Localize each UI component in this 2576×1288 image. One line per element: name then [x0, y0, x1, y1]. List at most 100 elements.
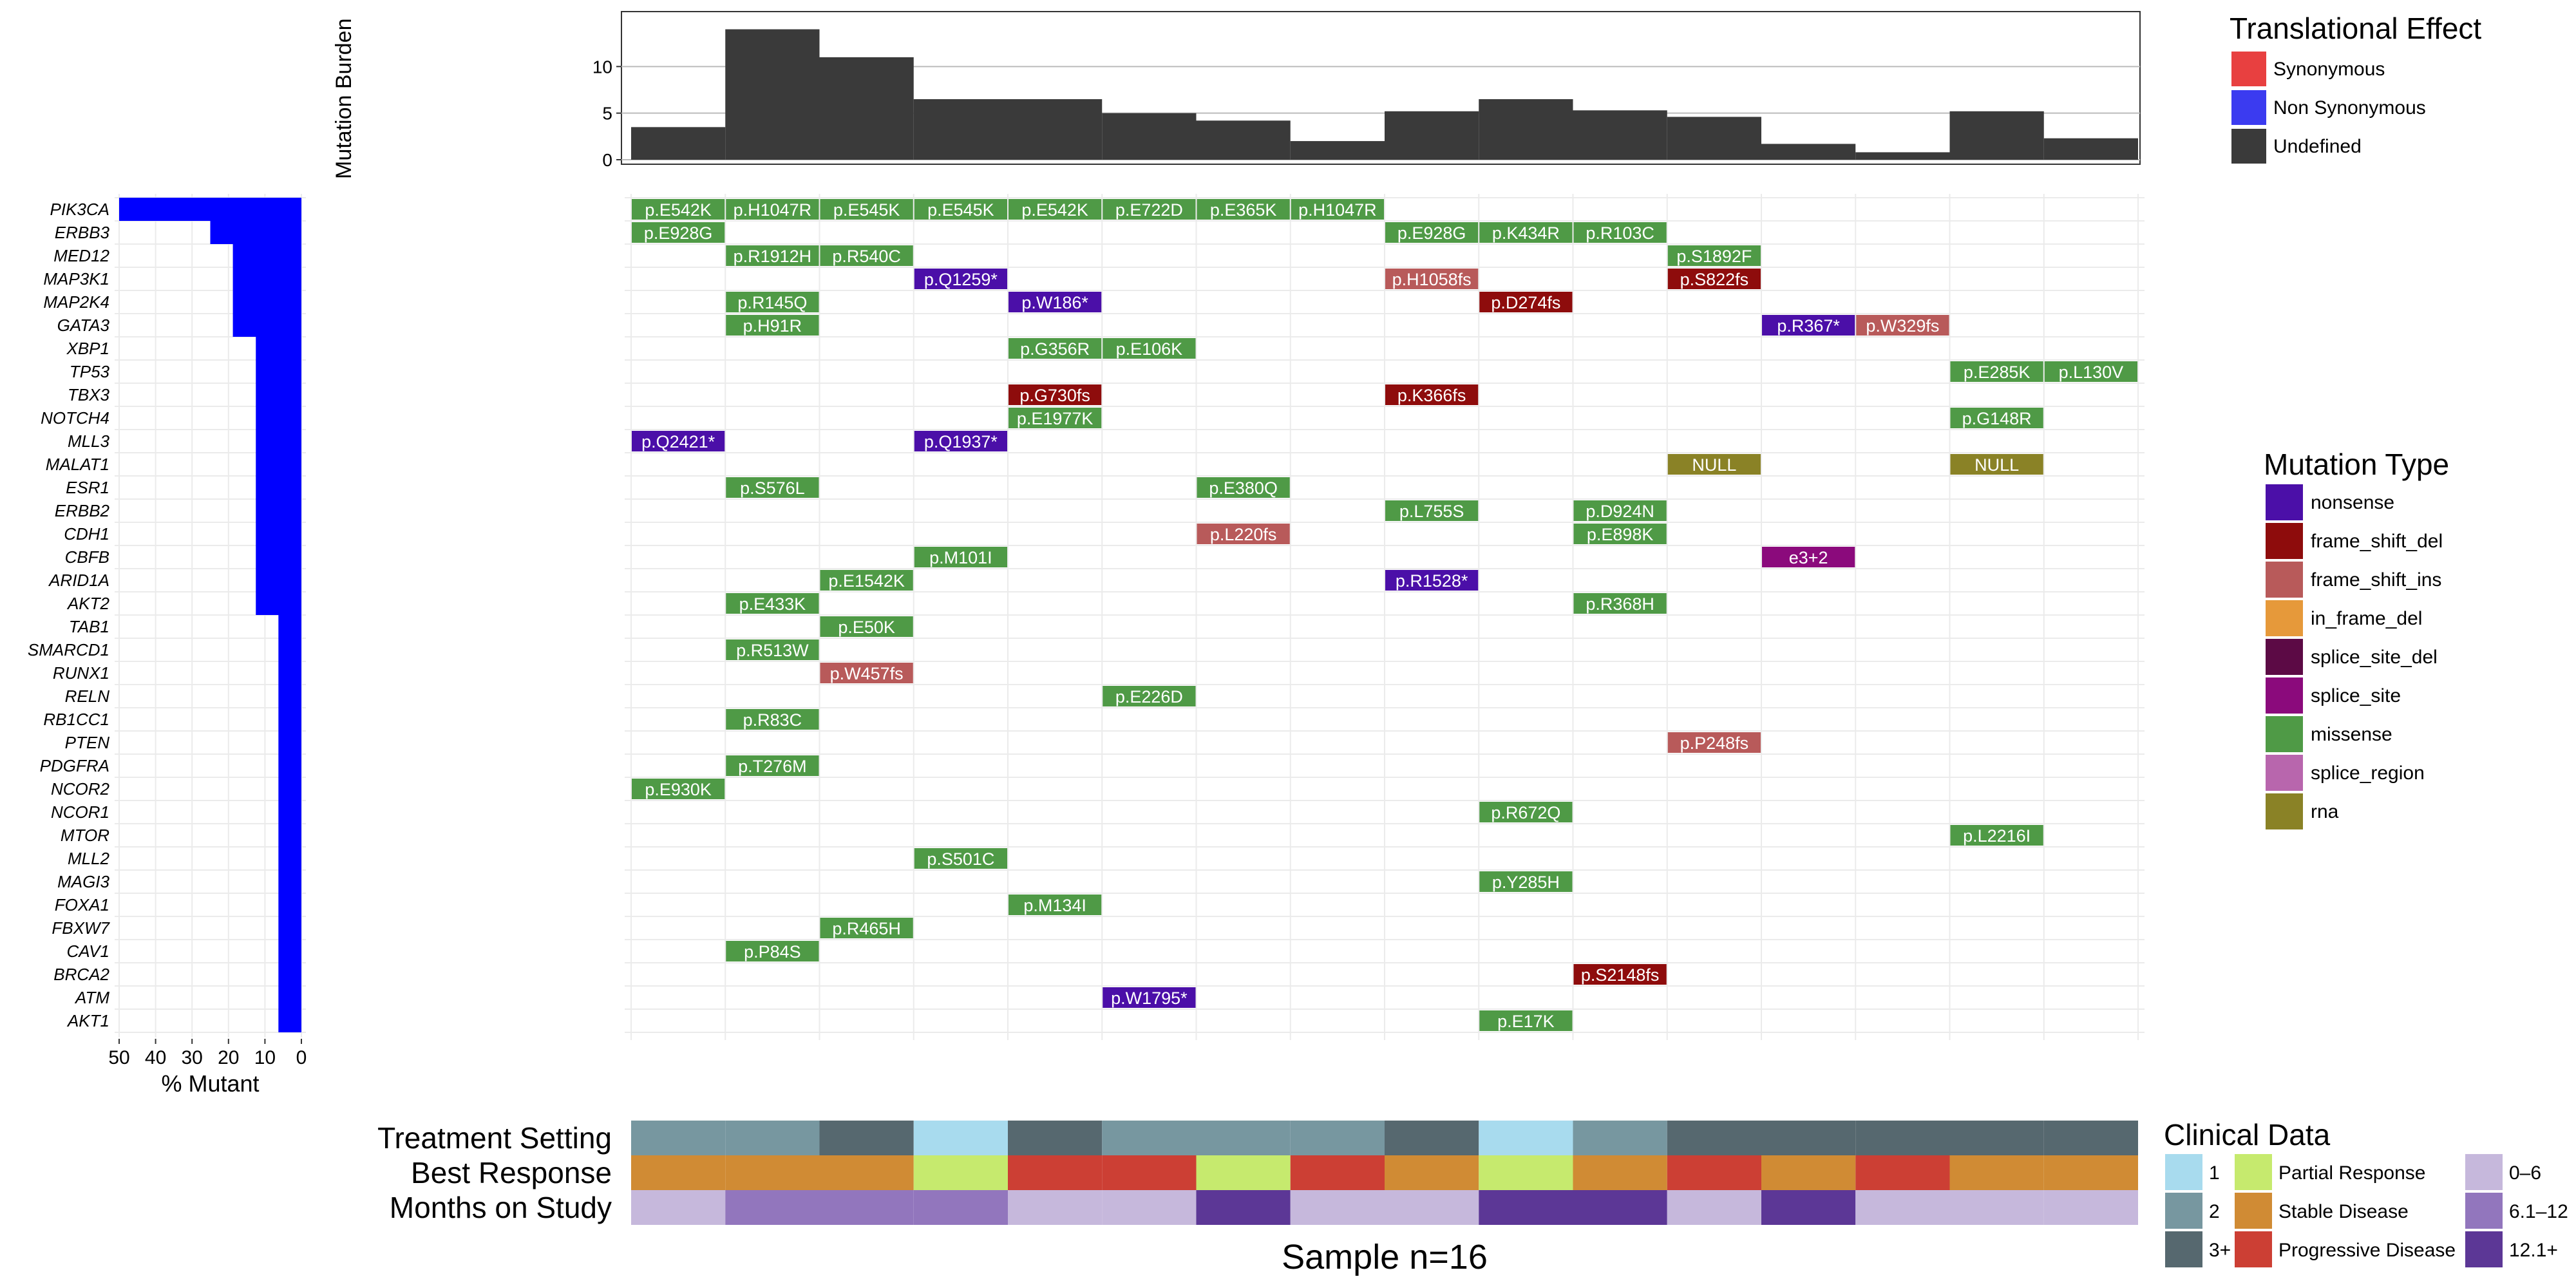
mutation-cell-nonsense	[914, 431, 1007, 451]
mutant-bar	[256, 453, 301, 476]
clinical-cell	[631, 1190, 726, 1225]
clinical-cell	[1290, 1190, 1385, 1225]
mutation-cell-nonsense	[1762, 315, 1855, 336]
burden-bar	[1855, 152, 1950, 160]
burden-axis-label: Mutation Burden	[332, 19, 356, 180]
percent-mutant-panel: 50 40 30 20 10 0 % Mutant	[108, 194, 307, 1097]
clinical-cell	[1196, 1121, 1291, 1155]
mutation-label: p.E365K	[1210, 200, 1277, 220]
mutation-label: p.S2148fs	[1581, 965, 1660, 985]
gene-label: ATM	[74, 988, 109, 1007]
burden-bar	[819, 57, 914, 160]
burden-bar	[1008, 99, 1103, 160]
mutation-type-swatch	[2266, 639, 2303, 675]
mutation-type-swatch	[2266, 716, 2303, 752]
mutation-cell-rna	[1950, 454, 2043, 475]
mutation-type-legend-label: frame_shift_ins	[2311, 569, 2441, 591]
mutant-bar	[232, 290, 301, 314]
mutation-cell-missense	[820, 570, 913, 591]
clinical-cell	[819, 1190, 914, 1225]
mutation-label: p.P84S	[744, 942, 801, 961]
mutant-bar	[278, 731, 301, 754]
clinical-cell	[1949, 1155, 2044, 1190]
mutation-type-legend-label: frame_shift_del	[2311, 531, 2443, 552]
mutation-cell-missense	[820, 199, 913, 220]
gene-label: GATA3	[57, 316, 110, 335]
burden-bar	[1667, 117, 1761, 160]
clinical-cell	[2043, 1121, 2138, 1155]
mutation-label: p.R672Q	[1491, 803, 1560, 822]
mutation-cell-rna	[1667, 454, 1761, 475]
mutant-bar	[278, 708, 301, 731]
burden-tick-label: 0	[602, 150, 612, 170]
mutant-bar	[256, 545, 301, 569]
clinical-cell	[1667, 1121, 1761, 1155]
gene-label: CAV1	[67, 942, 110, 961]
mutation-label: p.W1795*	[1111, 989, 1188, 1008]
mutant-bar	[119, 198, 301, 221]
mutation-type-swatch	[2266, 523, 2303, 559]
mutation-type-legend-title: Mutation Type	[2264, 448, 2449, 481]
clinical-cell	[1479, 1155, 1573, 1190]
mutation-label: p.E50K	[838, 618, 895, 637]
mutation-label: p.E1542K	[828, 571, 905, 591]
clinical-cell	[1667, 1190, 1761, 1225]
mutation-cell-missense	[1950, 361, 2043, 382]
burden-bar	[1573, 110, 1667, 160]
mutation-label: p.R513W	[736, 641, 809, 660]
mutation-cell-frame_shift_ins	[1856, 315, 1949, 336]
mutation-type-legend-label: missense	[2311, 724, 2392, 745]
mutation-label: p.R1912H	[734, 247, 812, 266]
clinical-cell	[819, 1155, 914, 1190]
mutant-bar	[278, 661, 301, 685]
mutation-label: p.Q1259*	[924, 270, 998, 289]
mutation-cell-missense	[726, 245, 819, 266]
mutation-label: p.E226D	[1115, 687, 1183, 706]
mutation-label: p.R367*	[1777, 316, 1840, 336]
translational-swatch	[2231, 90, 2266, 125]
clinical-cell	[2043, 1190, 2138, 1225]
mutant-bar	[278, 1009, 301, 1032]
clinical-cell	[1573, 1121, 1667, 1155]
gene-label: PTEN	[65, 733, 110, 752]
mutation-cell-missense	[820, 918, 913, 938]
burden-bar	[913, 99, 1008, 160]
mutation-cell-missense	[632, 222, 725, 243]
mutation-cell-missense	[1103, 338, 1196, 359]
gene-labels: PIK3CA ERBB3 MED12 MAP3K1 MAP2K4 GATA3 XBP1 TP5…	[28, 200, 111, 1030]
mutation-cell-frame_shift_del	[1667, 269, 1761, 289]
mutation-cell-missense	[1197, 199, 1290, 220]
mutation-label: p.R465H	[832, 919, 901, 938]
mutation-type-swatch	[2266, 484, 2303, 520]
mutation-cell-missense	[726, 477, 819, 498]
clinical-swatch	[2235, 1193, 2272, 1229]
mutation-grid-panel: p.E542K p.H1047R p.E545K p.E545K p.E542K p.E7…	[625, 191, 2145, 1276]
mutation-label: p.E542K	[1021, 200, 1088, 220]
mutation-label: p.K366fs	[1397, 386, 1466, 405]
translational-legend-label: Undefined	[2273, 136, 2362, 157]
mutation-cell-frame_shift_ins	[1385, 269, 1479, 289]
mutation-label: p.D924N	[1586, 502, 1654, 521]
clinical-cell	[1385, 1190, 1479, 1225]
mutation-label: NULL	[1975, 455, 2019, 475]
clinical-cell	[1102, 1121, 1197, 1155]
gene-label: TBX3	[68, 385, 110, 404]
mutation-label: p.E380Q	[1209, 478, 1278, 498]
burden-bar	[1290, 141, 1385, 160]
mutation-label: p.S501C	[927, 849, 994, 869]
clinical-cell	[725, 1190, 820, 1225]
mutation-label: NULL	[1692, 455, 1736, 475]
mutation-cell-missense	[726, 593, 819, 614]
mutation-cell-missense	[914, 547, 1007, 567]
mutant-bar	[256, 383, 301, 406]
burden-tick-label: 10	[592, 57, 612, 77]
mutation-type-legend-label: rna	[2311, 801, 2339, 822]
burden-bar	[1949, 111, 2044, 160]
mutation-label: p.M101I	[929, 548, 992, 567]
clinical-swatch	[2165, 1231, 2202, 1267]
mutation-type-legend-label: splice_region	[2311, 762, 2425, 784]
mutant-bar	[256, 592, 301, 615]
mutation-label: p.R540C	[832, 247, 901, 266]
mutation-label: p.S822fs	[1680, 270, 1749, 289]
